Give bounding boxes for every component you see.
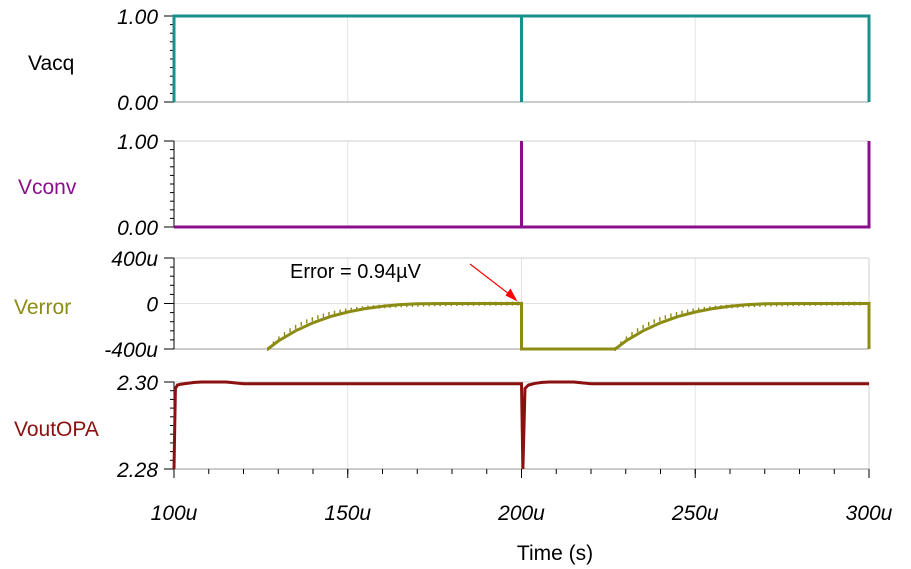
vacq-signal-name: Vacq — [28, 52, 74, 75]
series-lines — [172, 14, 871, 470]
x-tick-label: 250u — [671, 502, 719, 525]
x-tick-label: 100u — [151, 502, 198, 525]
annotation-label: Error = 0.94µV — [290, 261, 422, 283]
voutopa-trace — [172, 380, 869, 470]
vconv-y-tick-label: 0.00 — [117, 217, 158, 240]
verror-y-tick-label: 0 — [146, 294, 158, 317]
vconv-trace — [174, 141, 871, 229]
voutopa-signal-name: VoutOPA — [14, 418, 99, 441]
verror-y-tick-label: -400u — [104, 339, 158, 362]
voutopa-y-tick-label: 2.30 — [116, 372, 158, 395]
verror-trace — [266, 301, 871, 351]
x-axis-title: Time (s) — [517, 542, 593, 565]
verror-signal-name: Verror — [14, 296, 71, 319]
annotation-arrow — [469, 263, 514, 298]
verror-y-tick-label: 400u — [111, 248, 158, 271]
vconv-signal-name: Vconv — [18, 176, 77, 199]
vacq-trace — [172, 14, 871, 102]
voutopa-y-tick-label: 2.28 — [116, 459, 158, 482]
panels — [164, 15, 870, 478]
annotations: Error = 0.94µV — [290, 261, 518, 302]
vacq-y-tick-label: 0.00 — [117, 92, 158, 115]
vconv-y-tick-label: 1.00 — [117, 131, 158, 154]
x-tick-label: 300u — [846, 502, 893, 525]
x-tick-label: 200u — [497, 502, 545, 525]
labels: 1.00 0.00 Vacq 1.00 0.00 Vconv 400u 0 -400u Verro… — [14, 6, 893, 525]
annotation-arrowhead — [505, 288, 518, 302]
vacq-y-tick-label: 1.00 — [117, 6, 158, 29]
x-tick-label: 150u — [324, 502, 371, 525]
